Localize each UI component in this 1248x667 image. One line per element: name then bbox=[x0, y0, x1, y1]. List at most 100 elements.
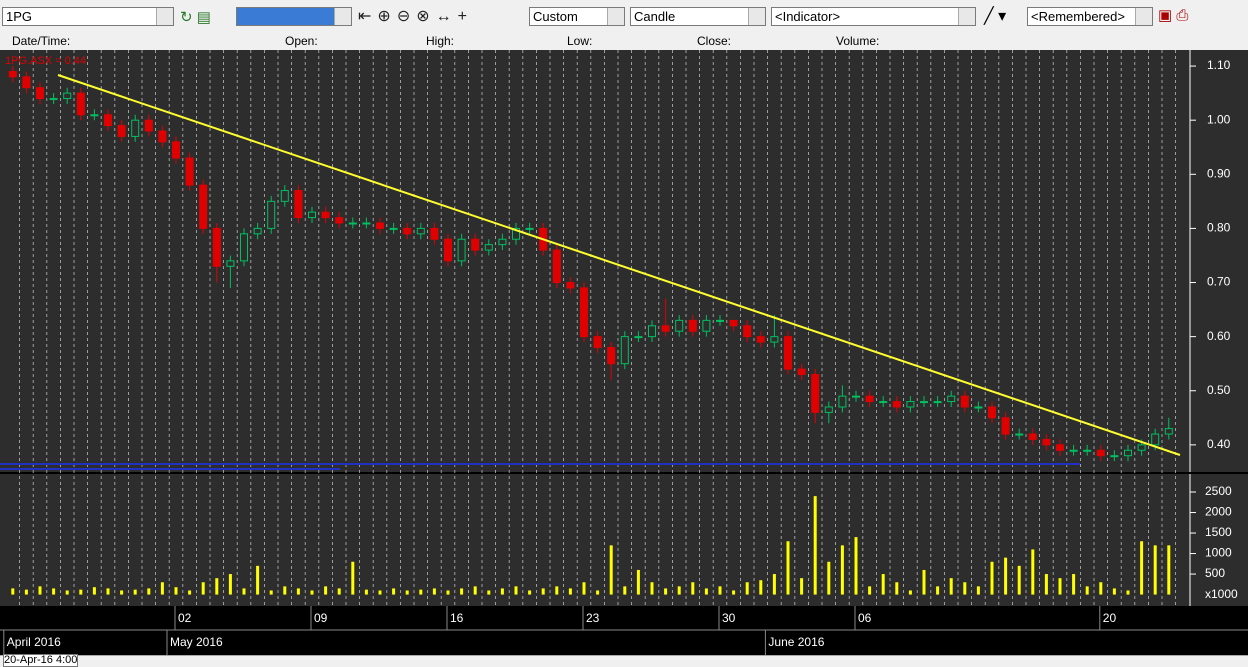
indicator-box[interactable]: <Indicator> bbox=[771, 7, 976, 26]
month-label: April 2016 bbox=[7, 635, 61, 649]
candle-body bbox=[784, 336, 792, 370]
volume-bar bbox=[378, 590, 382, 595]
info-label: Date/Time: bbox=[12, 34, 71, 48]
candle-body bbox=[403, 227, 412, 235]
volume-bar bbox=[1167, 545, 1171, 595]
candle-body bbox=[1110, 455, 1119, 458]
candle-body bbox=[729, 319, 738, 327]
print-icons[interactable]: ▣ ⎙ bbox=[1158, 7, 1189, 24]
candle-body bbox=[76, 92, 85, 116]
volume-bar bbox=[256, 565, 260, 595]
month-label: June 2016 bbox=[768, 635, 824, 649]
volume-bar bbox=[120, 590, 124, 595]
volume-bar bbox=[990, 561, 994, 595]
volume-bar bbox=[528, 590, 532, 595]
volume-bar bbox=[11, 588, 15, 595]
volume-bar bbox=[541, 588, 545, 595]
volume-bar bbox=[1031, 549, 1035, 595]
x-tick-label: 06 bbox=[858, 611, 872, 625]
volume-bar bbox=[922, 569, 926, 595]
y-tick-label: 0.50 bbox=[1207, 383, 1231, 397]
candle-body bbox=[226, 260, 235, 267]
zoom-icons[interactable]: ⇤⊕⊖⊗↔+ bbox=[358, 8, 473, 25]
volume-bar bbox=[800, 578, 804, 595]
candle-body bbox=[716, 319, 724, 322]
volume-bar bbox=[949, 578, 953, 595]
candle-body bbox=[906, 401, 915, 408]
candle-body bbox=[308, 211, 316, 219]
volume-bar bbox=[419, 589, 423, 595]
candle-body bbox=[1069, 449, 1078, 452]
volume-bar bbox=[881, 574, 885, 595]
candle-body bbox=[321, 211, 330, 219]
volume-bar bbox=[201, 582, 205, 595]
candle-body bbox=[90, 114, 99, 117]
volume-bar bbox=[473, 586, 477, 595]
candle-body bbox=[335, 217, 344, 224]
candle-body bbox=[457, 238, 466, 262]
candle-body bbox=[661, 325, 670, 332]
info-label: Open: bbox=[285, 34, 318, 48]
candle-body bbox=[811, 374, 820, 413]
volume-bar bbox=[691, 582, 695, 595]
y2-tick-label: 500 bbox=[1205, 566, 1225, 580]
info-label: Close: bbox=[697, 34, 732, 48]
candle-body bbox=[593, 336, 602, 348]
remembered-box[interactable]: <Remembered> bbox=[1027, 7, 1153, 26]
volume-bar bbox=[405, 590, 409, 595]
candle-body bbox=[471, 238, 480, 251]
volume-bar bbox=[813, 496, 817, 595]
volume-bar bbox=[1140, 541, 1144, 595]
color-box[interactable] bbox=[236, 7, 352, 26]
period-box[interactable]: Custom bbox=[529, 7, 625, 26]
volume-bar bbox=[854, 537, 858, 595]
volume-bar bbox=[65, 590, 69, 595]
volume-bar bbox=[568, 588, 572, 595]
volume-bar bbox=[976, 586, 980, 595]
y-tick-label: 1.00 bbox=[1207, 112, 1231, 126]
candle-body bbox=[212, 227, 221, 267]
candle-body bbox=[1042, 438, 1051, 446]
x-tick-label: 30 bbox=[722, 611, 736, 625]
volume-bar bbox=[79, 589, 83, 595]
candle-body bbox=[1096, 449, 1105, 457]
candle-body bbox=[1137, 444, 1146, 451]
candle-body bbox=[49, 98, 58, 101]
y2-tick-label: 1500 bbox=[1205, 525, 1232, 539]
draw-icon[interactable]: ╱ ▾ bbox=[984, 8, 1007, 25]
candle-body bbox=[620, 336, 629, 365]
volume-bar bbox=[963, 582, 967, 595]
y-tick-label: 0.40 bbox=[1207, 437, 1231, 451]
candle-body bbox=[892, 401, 901, 408]
candle-body bbox=[199, 184, 208, 229]
volume-bar bbox=[133, 589, 137, 595]
volume-bar bbox=[24, 589, 28, 595]
trend-line bbox=[57, 74, 1181, 456]
chart: 1PG.ASX = 0.44 x1000 0.40 0.50 0.60 0.70 0.8… bbox=[0, 50, 1248, 655]
candle-body bbox=[158, 130, 167, 143]
y-tick-label: 1.10 bbox=[1207, 58, 1231, 72]
symbol-box[interactable]: 1PG bbox=[2, 7, 174, 26]
toolbar-icons[interactable]: ↻ ▤ bbox=[180, 9, 211, 26]
candle-body bbox=[933, 401, 942, 404]
axis-bg bbox=[1190, 50, 1248, 606]
y-tick-label: 0.80 bbox=[1207, 221, 1231, 235]
candle-body bbox=[22, 76, 31, 89]
candle-body bbox=[879, 401, 888, 404]
candle-body bbox=[240, 233, 248, 262]
candle-body bbox=[1124, 449, 1132, 457]
volume-bar bbox=[337, 588, 341, 595]
volume-bar bbox=[745, 582, 749, 595]
candle-body bbox=[1083, 449, 1092, 452]
volume-bar bbox=[500, 588, 504, 595]
candle-body bbox=[144, 119, 153, 132]
volume-bar bbox=[106, 588, 110, 595]
candle-body bbox=[838, 395, 847, 408]
volume-bar bbox=[242, 588, 246, 595]
candle-body bbox=[416, 227, 425, 235]
volume-bar bbox=[460, 588, 464, 595]
volume-bar bbox=[392, 588, 396, 595]
style-box[interactable]: Candle bbox=[630, 7, 766, 26]
toolbar: 1PG ↻ ▤ ⇤⊕⊖⊗↔+ Custom Candle <Indicator>… bbox=[0, 0, 1248, 33]
y2-tick-label: 2500 bbox=[1205, 484, 1232, 498]
